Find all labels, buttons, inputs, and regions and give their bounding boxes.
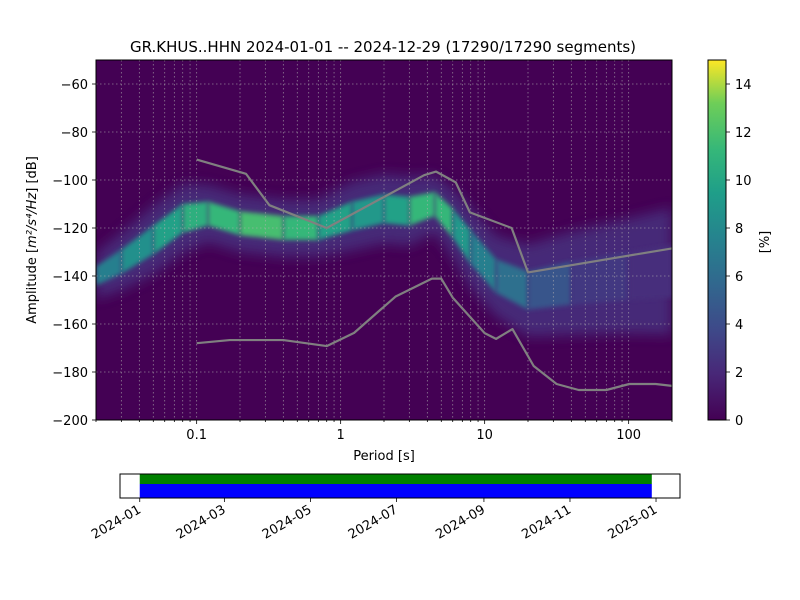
x-tick-label: 100 (616, 428, 641, 443)
y-tick-label: −80 (61, 126, 88, 141)
colorbar-tick-label: 4 (735, 318, 743, 333)
density-core-segment (96, 249, 122, 286)
density-core-segment (384, 194, 410, 226)
colorbar-gradient (707, 59, 727, 421)
colorbar-label: [%] (758, 231, 773, 254)
y-axis-label-units: m²/s⁴/Hz (25, 192, 40, 248)
x-tick-label: 0.1 (186, 428, 207, 443)
y-tick-label: −60 (61, 78, 88, 93)
x-axis: 0.1 1 10 100 (95, 420, 673, 443)
chart-title: GR.KHUS..HHN 2024-01-01 -- 2024-12-29 (1… (130, 38, 636, 56)
timeline-tick-label: 2025-01 (605, 502, 660, 542)
y-tick-label: −100 (52, 174, 88, 189)
colorbar-tick-label: 10 (735, 174, 752, 189)
high-noise-model-line (196, 158, 672, 274)
density-core-segment (352, 194, 384, 231)
density-core-segment (409, 192, 435, 226)
x-axis-label: Period [s] (353, 449, 415, 464)
y-tick-label: −200 (52, 414, 88, 429)
timeline-ticks: 2024-01 2024-03 2024-05 2024-07 2024-09 2024-… (89, 498, 660, 543)
colorbar-tick-label: 6 (735, 270, 743, 285)
y-axis-label-prefix: Amplitude [ (25, 248, 40, 324)
density-core-segment (121, 225, 154, 274)
colorbar-tick-label: 0 (735, 414, 743, 429)
density-core-segment (470, 230, 497, 293)
colorbar-tick-label: 2 (735, 366, 743, 381)
y-tick-label: −180 (52, 366, 88, 381)
coverage-timeline: 2024-01 2024-03 2024-05 2024-07 2024-09 2024-… (89, 473, 681, 543)
coverage-bar (139, 484, 652, 498)
density-core-segment (240, 211, 284, 240)
density-core-segment (434, 192, 453, 238)
colorbar: 0 2 4 6 8 10 12 14 [%] (707, 59, 773, 429)
density-layer (96, 174, 672, 337)
density-core-segment (208, 201, 240, 236)
density-core-segment (628, 244, 672, 300)
timeline-tick-label: 2024-01 (89, 502, 144, 542)
y-axis-label: Amplitude [m²/s⁴/Hz] [dB] (25, 156, 40, 324)
x-tick-label: 1 (337, 428, 345, 443)
colorbar-tick-label: 8 (735, 222, 743, 237)
colorbar-tick-label: 12 (735, 126, 752, 141)
y-tick-label: −120 (52, 222, 88, 237)
y-axis: −60 −80 −100 −120 −140 −160 −180 −200 (52, 78, 96, 429)
x-tick-label: 10 (476, 428, 493, 443)
availability-bar (139, 474, 652, 484)
y-axis-label-suffix: ] [dB] (25, 156, 40, 193)
timeline-tick-label: 2024-09 (433, 502, 488, 542)
timeline-frame-outline (119, 473, 681, 499)
density-core-segment (528, 261, 572, 310)
density-core-segment (452, 208, 471, 264)
density-core-segment (182, 201, 209, 233)
y-tick-label: −140 (52, 270, 88, 285)
timeline-tick-label: 2024-03 (174, 502, 229, 542)
timeline-tick-label: 2024-07 (346, 502, 401, 542)
low-noise-model-line (196, 277, 672, 392)
y-tick-label: −160 (52, 318, 88, 333)
timeline-tick-label: 2024-05 (260, 502, 315, 542)
ppsd-plot: 0.1 1 10 100 −60 −80 −100 −120 −140 −160 −180 −200… (25, 59, 673, 464)
density-core-segment (153, 204, 183, 255)
noise-model-layer (196, 158, 672, 392)
grid-layer (96, 60, 672, 420)
colorbar-ticks: 0 2 4 6 8 10 12 14 (726, 78, 752, 429)
timeline-tick-label: 2024-11 (519, 502, 574, 542)
colorbar-tick-label: 14 (735, 78, 752, 93)
density-core-segment (496, 259, 528, 310)
timeline-bars (139, 474, 652, 498)
density-core-segment (318, 201, 353, 240)
